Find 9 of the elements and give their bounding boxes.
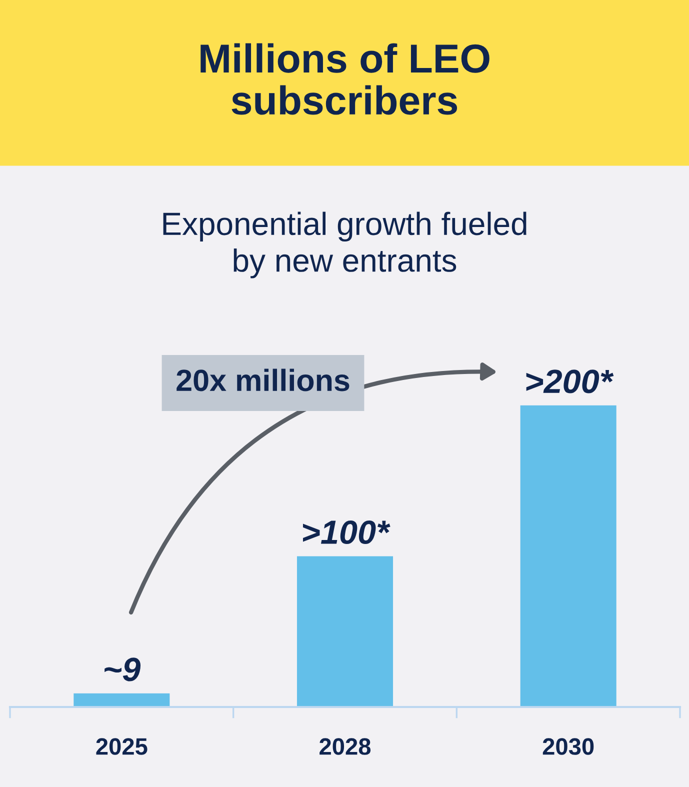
data-label: >100*: [302, 520, 390, 544]
x-tick-label: 2030: [542, 738, 594, 755]
text: 20x millions: [176, 368, 350, 392]
x-tick-label: 2028: [320, 738, 371, 755]
data-label: >200*: [526, 370, 614, 394]
chart-subtitle: Exponential growth fueled by new entrants: [163, 212, 526, 278]
x-tick-label: 2025: [96, 738, 148, 755]
chart-title: Millions of LEO subscribers: [200, 43, 490, 115]
data-label: ~9: [104, 658, 141, 682]
